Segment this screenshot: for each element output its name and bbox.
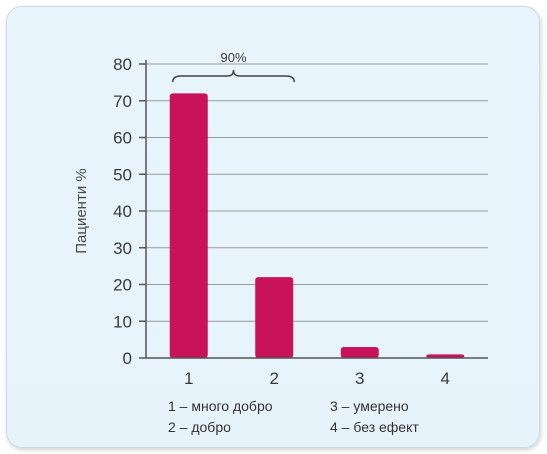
y-axis-title: Пациенти % [73, 168, 90, 253]
y-tick-label: 0 [123, 349, 132, 368]
y-tick-label: 70 [113, 92, 132, 111]
bracket-annotation: 90% [172, 50, 295, 83]
x-tick-label: 3 [355, 369, 364, 388]
y-tick-label: 50 [113, 165, 132, 184]
x-tick-label: 2 [270, 369, 279, 388]
x-tick-label: 4 [441, 369, 450, 388]
legend-entry: 1 – много добро [168, 398, 273, 414]
y-tick-label: 20 [113, 276, 132, 295]
legend-entry: 4 – без ефект [330, 419, 419, 435]
y-tick-label: 40 [113, 202, 132, 221]
y-tick-label: 30 [113, 239, 132, 258]
x-tick-label: 1 [184, 369, 193, 388]
axes [145, 60, 488, 359]
bars [169, 93, 465, 359]
chart-panel [6, 6, 540, 448]
x-tick-labels: 1 2 3 4 [184, 369, 450, 388]
bracket-line [172, 69, 295, 83]
bar-1 [169, 93, 208, 359]
y-tick-label: 10 [113, 312, 132, 331]
bar-4 [426, 354, 465, 358]
bar-3 [340, 346, 379, 358]
legend-entry: 2 – добро [168, 419, 231, 435]
bar-2 [255, 277, 294, 358]
y-tick-label: 60 [113, 129, 132, 148]
legend: 1 – много добро 2 – добро 3 – умерено 4 … [168, 398, 419, 435]
legend-entry: 3 – умерено [330, 398, 409, 414]
y-tick-label: 80 [113, 55, 132, 74]
y-tick-labels: 0 10 20 30 40 50 60 70 80 [113, 55, 132, 368]
bracket-label: 90% [220, 50, 246, 65]
